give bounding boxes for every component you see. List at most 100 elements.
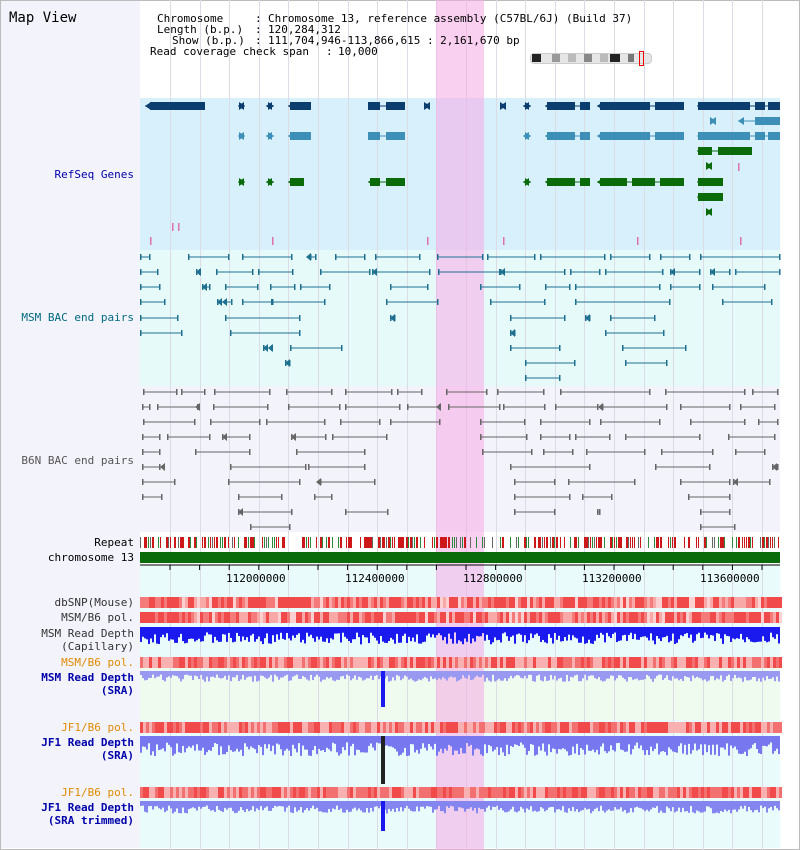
polymorphism-cell [473, 657, 476, 668]
polymorphism-cell [272, 722, 275, 733]
gene-arrow [584, 102, 590, 110]
polymorphism-cell [635, 787, 638, 798]
polymorphism-cell [554, 722, 557, 733]
depth-bar [328, 671, 330, 679]
bac-end [599, 509, 601, 515]
polymorphism-cell [743, 787, 746, 798]
msm-b6-pol-label[interactable]: MSM/B6 pol. [61, 611, 134, 624]
highlighted-region[interactable] [436, 0, 484, 850]
depth-bar [590, 671, 592, 676]
depth-bar [472, 801, 474, 811]
jf1-depth-sra-label-2[interactable]: (SRA) [100, 749, 134, 762]
depth-bar [554, 801, 556, 813]
polymorphism-cell [218, 787, 221, 798]
polymorphism-cell [698, 787, 701, 798]
depth-bar [576, 801, 578, 810]
polymorphism-cell [194, 597, 197, 608]
depth-bar [728, 627, 730, 637]
b6n-bac-label[interactable]: B6N BAC end pairs [21, 454, 134, 467]
polymorphism-cell [263, 787, 266, 798]
depth-bar [338, 671, 340, 680]
depth-bar [456, 736, 458, 751]
jf1-depth-trimmed-label-1[interactable]: JF1 Read Depth [41, 801, 134, 814]
polymorphism-cell [458, 787, 461, 798]
depth-bar [634, 627, 636, 634]
polymorphism-cell [254, 612, 257, 623]
depth-bar [750, 627, 752, 642]
msm-depth-sra-label-2[interactable]: (SRA) [100, 684, 134, 697]
polymorphism-cell [488, 612, 491, 623]
polymorphism-cell [764, 722, 767, 733]
track-label-panel [1, 1, 140, 848]
msm-depth-capillary-label-2[interactable]: (Capillary) [61, 640, 134, 653]
chromosome-bar [140, 552, 780, 563]
polymorphism-cell [365, 657, 368, 668]
polymorphism-cell [266, 787, 269, 798]
depth-bar [778, 671, 780, 682]
bac-end [482, 254, 484, 260]
polymorphism-cell [542, 787, 545, 798]
depth-bar [394, 736, 396, 749]
polymorphism-cell [341, 612, 344, 623]
depth-bar [708, 627, 710, 639]
depth-bar [296, 671, 298, 675]
depth-bar [338, 627, 340, 634]
depth-bar [272, 801, 274, 808]
msm-depth-sra-label-1[interactable]: MSM Read Depth [41, 671, 134, 684]
chromosome-ideogram[interactable] [530, 51, 652, 66]
depth-bar [246, 627, 248, 638]
polymorphism-cell [233, 597, 236, 608]
polymorphism-cell [239, 722, 242, 733]
jf1-depth-sra-label-1[interactable]: JF1 Read Depth [41, 736, 134, 749]
polymorphism-cell [143, 787, 146, 798]
polymorphism-cell [647, 612, 650, 623]
depth-bar [340, 671, 342, 677]
polymorphism-cell [779, 787, 782, 798]
repeat-element [628, 537, 629, 548]
msm-b6-pol-2-label[interactable]: MSM/B6 pol. [61, 656, 134, 669]
repeat-element [328, 537, 330, 548]
jf1-b6-pol-label[interactable]: JF1/B6 pol. [61, 721, 134, 734]
polymorphism-cell [560, 597, 563, 608]
depth-bar [636, 801, 638, 807]
depth-bar [632, 671, 634, 680]
jf1-depth-trimmed-label-2[interactable]: (SRA trimmed) [47, 814, 134, 827]
depth-bar [512, 801, 514, 807]
depth-bar [706, 736, 708, 753]
polymorphism-cell [590, 787, 593, 798]
polymorphism-cell [344, 787, 347, 798]
repeat-element [210, 537, 211, 548]
msm-depth-capillary-label-1[interactable]: MSM Read Depth [41, 627, 134, 640]
depth-bar [660, 736, 662, 752]
jf1-b6-pol-2-label[interactable]: JF1/B6 pol. [61, 786, 134, 799]
depth-bar [182, 671, 184, 680]
polymorphism-cell [593, 612, 596, 623]
bac-end [379, 419, 381, 425]
repeat-element [232, 537, 233, 548]
polymorphism-cell [686, 722, 689, 733]
polymorphism-cell [683, 612, 686, 623]
polymorphism-cell [710, 597, 713, 608]
polymorphism-cell [503, 657, 506, 668]
polymorphism-cell [494, 657, 497, 668]
grid-line [614, 0, 615, 850]
chromosome-track-label[interactable]: chromosome 13 [47, 551, 134, 564]
polymorphism-cell [425, 612, 428, 623]
repeat-label[interactable]: Repeat [94, 536, 134, 549]
depth-bar [712, 671, 714, 676]
msm-bac-label[interactable]: MSM BAC end pairs [21, 311, 134, 324]
depth-bar [568, 736, 570, 756]
bac-end [437, 254, 439, 260]
depth-bar [294, 801, 296, 808]
refseq-label[interactable]: RefSeq Genes [54, 168, 134, 181]
depth-bar [158, 671, 160, 677]
depth-bar [274, 801, 276, 806]
depth-bar [258, 801, 260, 810]
depth-bar [280, 627, 282, 633]
depth-bar [320, 671, 322, 682]
dbsnp-label[interactable]: dbSNP(Mouse) [54, 596, 134, 609]
depth-bar [276, 736, 278, 744]
depth-bar [642, 736, 644, 751]
depth-bar [536, 736, 538, 755]
